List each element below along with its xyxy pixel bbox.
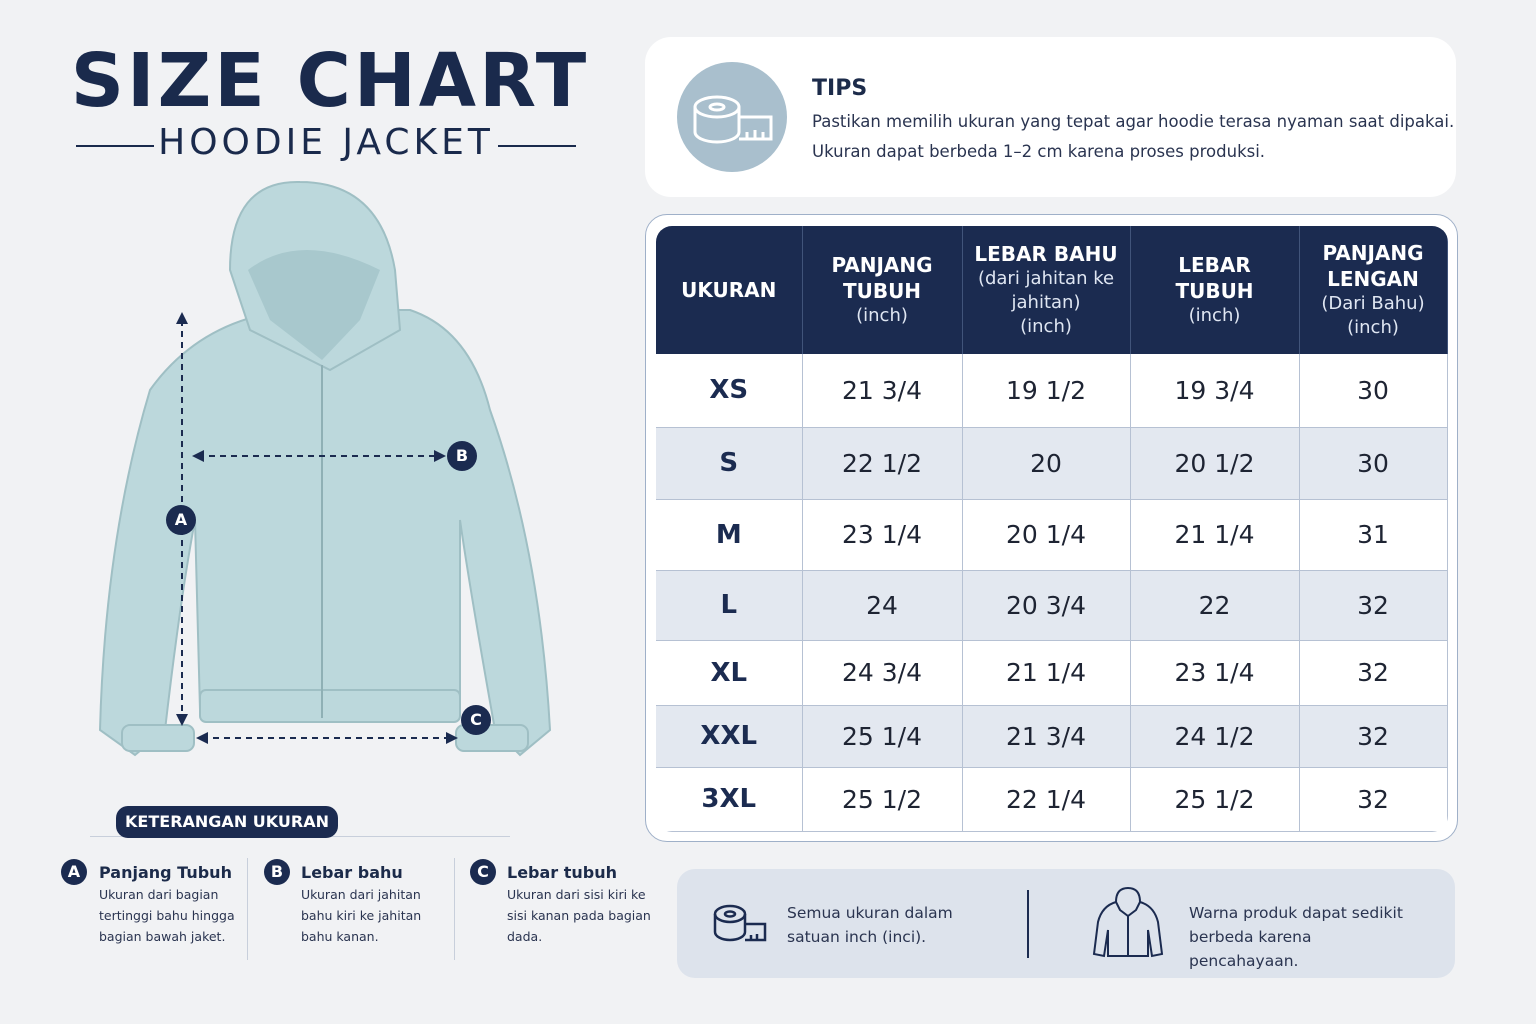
hoodie-icon — [1092, 886, 1164, 958]
tips-title: TIPS — [812, 76, 868, 101]
column-header: PANJANG TUBUH (inch) — [802, 226, 963, 354]
size-cell: 3XL — [656, 767, 803, 832]
footer — [677, 869, 1455, 978]
jacket-diagram — [98, 180, 552, 757]
legend-desc: Ukuran dari jahitan bahu kiri ke jahitan… — [301, 887, 422, 944]
size-cell: XS — [656, 354, 803, 428]
table-row: L 24 20 3/4 22 32 — [656, 570, 1448, 641]
cell: 20 1/2 — [1130, 427, 1300, 500]
footer-note: Warna produk dapat sedikit berbeda karen… — [1189, 904, 1403, 970]
cell: 24 3/4 — [802, 640, 963, 706]
header-note: (inch) — [1188, 305, 1241, 326]
cell: 22 1/2 — [802, 427, 963, 500]
cell: 31 — [1299, 499, 1448, 571]
legend-desc: Ukuran dari bagian tertinggi bahu hingga… — [99, 887, 235, 944]
table-row: XS 21 3/4 19 1/2 19 3/4 30 — [656, 354, 1448, 428]
legend-letter: B — [264, 859, 290, 885]
legend-letter: C — [470, 859, 496, 885]
tape-icon — [677, 62, 787, 172]
column-header: UKURAN — [656, 226, 803, 354]
cell: 22 — [1130, 570, 1300, 641]
column-header: LEBAR BAHU (dari jahitan ke jahitan) (inch… — [962, 226, 1131, 354]
cell: 21 3/4 — [802, 354, 963, 428]
cell: 23 1/4 — [1130, 640, 1300, 706]
cell: 24 — [802, 570, 963, 641]
divider — [1027, 890, 1029, 958]
header-note: (Dari Bahu) — [1321, 293, 1425, 314]
hood-inner — [248, 250, 380, 360]
title: SIZE CHART — [70, 38, 590, 124]
cell: 32 — [1299, 767, 1448, 832]
header-title: LEBAR BAHU — [974, 242, 1118, 266]
cell: 25 1/2 — [1130, 767, 1300, 832]
legend-name: Lebar tubuh — [507, 863, 618, 882]
column-header: PANJANG LENGAN (Dari Bahu) (inch) — [1299, 226, 1448, 354]
tape-icon-small — [713, 904, 767, 942]
marker-a: A — [166, 505, 196, 535]
footer-note: Semua ukuran dalam satuan inch (inci). — [787, 904, 953, 946]
table-card: UKURAN PANJANG TUBUH (inch) LEBAR BAHU (dari… — [645, 214, 1458, 842]
arrow-heads — [176, 312, 458, 744]
marker-c: C — [461, 705, 491, 735]
legend-letter: A — [61, 859, 87, 885]
cell: 23 1/4 — [802, 499, 963, 571]
cell: 21 1/4 — [962, 640, 1131, 706]
header-note: (inch) — [1347, 317, 1399, 338]
divider — [454, 858, 455, 960]
header-title: PANJANG TUBUH — [831, 253, 933, 303]
cell: 25 1/2 — [802, 767, 963, 832]
tip-line: Pastikan memilih ukuran yang tepat agar … — [812, 112, 1455, 131]
divider — [247, 858, 248, 960]
cell: 24 1/2 — [1130, 705, 1300, 768]
header-note: (dari jahitan ke jahitan) — [977, 268, 1115, 313]
cell: 22 1/4 — [962, 767, 1131, 832]
size-cell: S — [656, 427, 803, 500]
size-cell: M — [656, 499, 803, 571]
size-cell: L — [656, 570, 803, 641]
size-cell: XL — [656, 640, 803, 706]
column-header: LEBAR TUBUH (inch) — [1130, 226, 1300, 354]
cell: 32 — [1299, 705, 1448, 768]
header-row: UKURAN PANJANG TUBUH (inch) LEBAR BAHU (dari… — [656, 226, 1448, 354]
cell: 32 — [1299, 640, 1448, 706]
table-row: XXL 25 1/4 21 3/4 24 1/2 32 — [656, 705, 1448, 768]
cell: 21 3/4 — [962, 705, 1131, 768]
cell: 20 1/4 — [962, 499, 1131, 571]
size-cell: XXL — [656, 705, 803, 768]
header-note: (inch) — [856, 305, 908, 326]
cell: 20 3/4 — [962, 570, 1131, 641]
tip-line: Ukuran dapat berbeda 1–2 cm karena prose… — [812, 142, 1266, 161]
legend-name: Panjang Tubuh — [99, 863, 232, 882]
header-title: PANJANG LENGAN — [1322, 241, 1424, 291]
table-row: 3XL 25 1/2 22 1/4 25 1/2 32 — [656, 767, 1448, 832]
cell: 19 1/2 — [962, 354, 1131, 428]
size-table: UKURAN PANJANG TUBUH (inch) LEBAR BAHU (dari… — [656, 226, 1448, 832]
cell: 19 3/4 — [1130, 354, 1300, 428]
cell: 30 — [1299, 427, 1448, 500]
cell: 21 1/4 — [1130, 499, 1300, 571]
cell: 30 — [1299, 354, 1448, 428]
cell: 32 — [1299, 570, 1448, 641]
rule — [498, 145, 576, 147]
subtitle: HOODIE JACKET — [158, 122, 494, 163]
header-title: UKURAN — [681, 278, 777, 302]
table-row: M 23 1/4 20 1/4 21 1/4 31 — [656, 499, 1448, 571]
cell: 20 — [962, 427, 1131, 500]
legend-desc: Ukuran dari sisi kiri ke sisi kanan pada… — [507, 887, 651, 944]
cell: 25 1/4 — [802, 705, 963, 768]
legend-name: Lebar bahu — [301, 863, 403, 882]
header-title: LEBAR TUBUH — [1175, 253, 1254, 303]
legend-title: KETERANGAN UKURAN — [116, 806, 338, 838]
table-row: S 22 1/2 20 20 1/2 30 — [656, 427, 1448, 500]
header-note: (inch) — [1020, 316, 1072, 337]
marker-b: B — [447, 441, 477, 471]
rule — [76, 145, 154, 147]
table-row: XL 24 3/4 21 1/4 23 1/4 32 — [656, 640, 1448, 706]
